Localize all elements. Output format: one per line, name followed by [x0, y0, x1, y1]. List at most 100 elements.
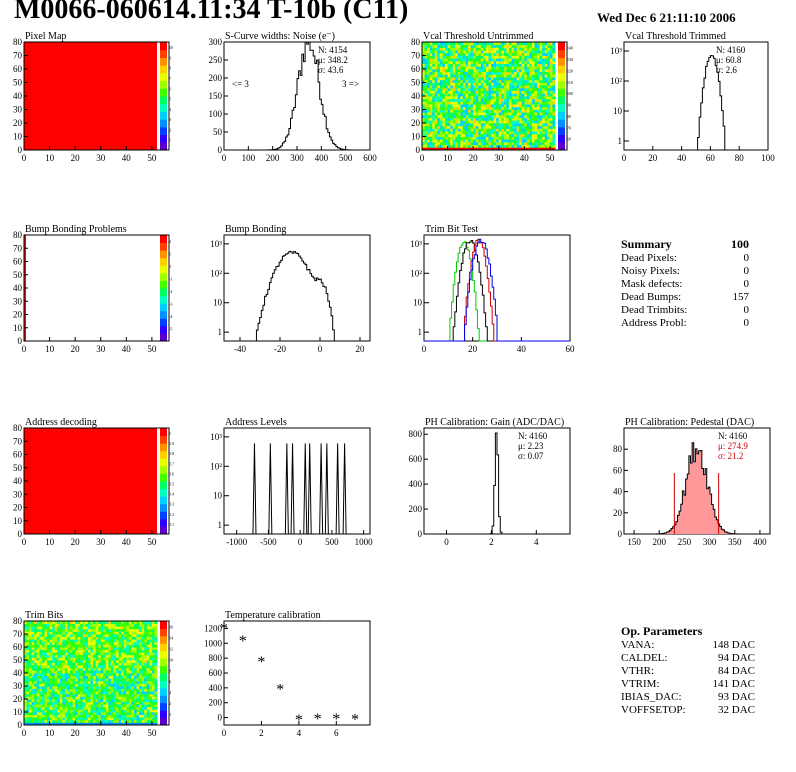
- vcal_untrimmed-pixel: [462, 90, 466, 94]
- vcal_untrimmed-pixel: [511, 50, 515, 54]
- vcal_untrimmed-palette-label: 130: [567, 57, 573, 62]
- vcal_untrimmed-pixel: [521, 139, 525, 143]
- vcal_untrimmed-pixel: [524, 50, 528, 54]
- vcal_untrimmed-pixel: [542, 85, 546, 89]
- ph_pedestal-title: PH Calibration: Pedestal (DAC): [625, 417, 754, 428]
- trim_bits-pixel: [98, 641, 102, 645]
- vcal_untrimmed-pixel: [526, 44, 530, 48]
- trim_bits-pixel: [126, 709, 130, 713]
- trim_bits-pixel: [67, 686, 71, 689]
- vcal_untrimmed-pixel: [544, 133, 548, 137]
- vcal_untrimmed-pixel: [514, 136, 518, 140]
- vcal_untrimmed-pixel: [437, 96, 441, 100]
- trim_bits-pixel: [29, 678, 33, 682]
- vcal_untrimmed-pixel: [514, 117, 518, 121]
- trim_bits-pixel: [149, 667, 153, 671]
- trim_bits-pixel: [59, 696, 63, 700]
- vcal_untrimmed-pixel: [434, 139, 438, 143]
- vcal_untrimmed-pixel: [460, 47, 464, 51]
- trim_bits-pixel: [41, 683, 45, 687]
- vcal_untrimmed-pixel: [506, 144, 510, 148]
- trim_bits-pixel: [123, 675, 127, 679]
- trim_bits-pixel: [103, 636, 107, 640]
- trim_bits-pixel: [116, 722, 120, 726]
- vcal_untrimmed-pixel: [457, 90, 461, 94]
- address_decoding-ytick-label: 50: [13, 463, 23, 473]
- vcal_untrimmed-pixel: [478, 71, 482, 75]
- vcal_untrimmed-pixel: [547, 66, 551, 70]
- trim_bits-pixel: [154, 722, 158, 726]
- trim_bits-pixel: [128, 673, 132, 676]
- trim_bits-pixel: [93, 639, 97, 643]
- vcal_untrimmed-pixel: [434, 136, 438, 140]
- trim_bits-pixel: [131, 701, 135, 705]
- trim_bits-pixel: [41, 701, 45, 705]
- vcal_untrimmed-pixel: [432, 63, 436, 67]
- vcal_untrimmed-pixel: [470, 96, 474, 100]
- vcal_untrimmed-pixel: [462, 106, 466, 110]
- vcal_untrimmed-pixel: [549, 128, 553, 132]
- vcal_untrimmed-pixel: [519, 123, 523, 127]
- vcal_untrimmed-pixel: [542, 50, 546, 54]
- trim_bits-pixel: [54, 634, 58, 637]
- vcal_untrimmed-pixel: [488, 114, 492, 118]
- trim_bits-pixel: [116, 717, 120, 721]
- trim_bits-pixel: [123, 647, 127, 650]
- trim_bits-pixel: [95, 686, 99, 689]
- vcal_untrimmed-pixel: [424, 131, 428, 135]
- trim_bits-pixel: [49, 631, 53, 635]
- vcal_untrimmed-pixel: [511, 131, 515, 135]
- vcal_untrimmed-pixel: [544, 79, 548, 83]
- trim_bits-pixel: [100, 634, 104, 637]
- vcal_untrimmed-pixel: [427, 63, 431, 67]
- trim_bits-pixel: [39, 667, 43, 671]
- trim_bits-pixel: [39, 660, 43, 663]
- vcal_untrimmed-pixel: [514, 114, 518, 118]
- trim_bits-pixel: [95, 626, 99, 630]
- trim_bits-palette-cell: [160, 621, 167, 629]
- vcal_untrimmed-pixel: [424, 106, 428, 110]
- trim_bits-pixel: [139, 639, 143, 643]
- trim_bits-pixel: [24, 665, 27, 669]
- trim_bits-pixel: [41, 673, 45, 676]
- vcal_untrimmed-pixel: [462, 109, 466, 113]
- trim_bits-pixel: [64, 631, 68, 635]
- vcal_untrimmed-pixel: [455, 50, 459, 54]
- trim_bits-pixel: [75, 706, 79, 710]
- trim_bits-pixel: [85, 722, 89, 726]
- trim_bits-pixel: [118, 678, 122, 682]
- vcal_untrimmed-pixel: [542, 147, 546, 151]
- vcal_untrimmed-pixel: [460, 133, 464, 137]
- vcal_untrimmed-pixel: [447, 114, 451, 118]
- vcal_untrimmed-pixel: [521, 117, 525, 121]
- vcal_untrimmed-pixel: [491, 42, 495, 46]
- vcal_trimmed-frame: [623, 41, 769, 151]
- trim_bits-pixel: [87, 680, 91, 684]
- trim_bits-pixel: [29, 623, 33, 627]
- vcal_untrimmed-pixel: [457, 69, 461, 73]
- vcal_untrimmed-pixel: [468, 125, 471, 129]
- vcal_untrimmed-pixel: [498, 117, 502, 121]
- trim_bits-pixel: [36, 665, 40, 669]
- trim_bits-pixel: [136, 660, 140, 663]
- vcal_untrimmed-pixel: [470, 147, 474, 151]
- trim_bits-pixel: [93, 683, 97, 687]
- vcal_untrimmed-pixel: [506, 141, 510, 145]
- trim_bits-pixel: [36, 660, 40, 663]
- trim_bits-pixel: [154, 662, 158, 666]
- vcal_untrimmed-pixel: [470, 117, 474, 121]
- vcal_trimmed-xtick-label: 0: [622, 153, 627, 163]
- vcal_untrimmed-pixel: [424, 58, 428, 62]
- trim_bits-pixel: [87, 704, 91, 708]
- trim_bits-pixel: [64, 693, 68, 697]
- vcal_untrimmed-pixel: [488, 117, 492, 121]
- trim_bits-pixel: [121, 636, 125, 640]
- vcal_untrimmed-pixel: [498, 47, 502, 51]
- trim_bits-pixel: [54, 667, 58, 671]
- trim_bits-pixel: [85, 678, 89, 682]
- vcal_untrimmed-pixel: [483, 69, 487, 73]
- trim_bits-pixel: [70, 693, 73, 697]
- vcal_untrimmed-pixel: [498, 96, 502, 100]
- trim_bits-pixel: [49, 634, 53, 637]
